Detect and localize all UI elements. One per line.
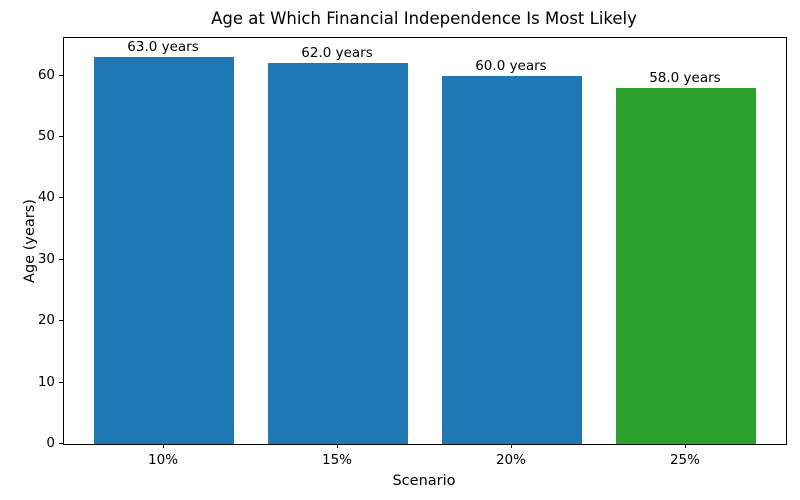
y-tick-label: 30 [37, 250, 55, 267]
y-tick-label: 60 [37, 66, 55, 83]
bar-value-label: 62.0 years [301, 45, 373, 62]
x-tick-label: 15% [321, 452, 352, 468]
x-tick-label: 25% [669, 452, 700, 468]
x-tick-mark [337, 444, 338, 448]
x-tick-label: 10% [148, 452, 179, 468]
y-tick-label: 40 [37, 189, 55, 206]
y-tick-label: 10 [37, 373, 55, 390]
bar-value-label: 60.0 years [475, 57, 547, 74]
y-tick-label: 50 [37, 128, 55, 145]
chart-title: Age at Which Financial Independence Is M… [211, 9, 637, 28]
bar-value-label: 63.0 years [127, 39, 199, 56]
y-tick-mark [59, 258, 63, 260]
y-tick-label: 0 [46, 435, 55, 451]
y-tick-mark [59, 443, 63, 444]
bar-value-label: 58.0 years [649, 70, 721, 87]
x-tick-mark [163, 444, 165, 448]
y-tick-mark [59, 74, 63, 76]
bar-25% [616, 88, 756, 444]
bar-10% [94, 57, 234, 444]
y-tick-label: 20 [37, 312, 55, 329]
y-tick-mark [59, 320, 63, 322]
plot-area [63, 37, 787, 445]
x-tick-mark [510, 444, 512, 448]
y-tick-mark [59, 381, 63, 383]
x-axis-label: Scenario [392, 473, 456, 489]
bar-15% [268, 63, 408, 444]
bar-20% [442, 75, 582, 444]
y-tick-mark [59, 197, 63, 199]
x-tick-mark [684, 444, 686, 448]
x-tick-label: 20% [495, 452, 526, 468]
y-tick-mark [59, 136, 63, 138]
